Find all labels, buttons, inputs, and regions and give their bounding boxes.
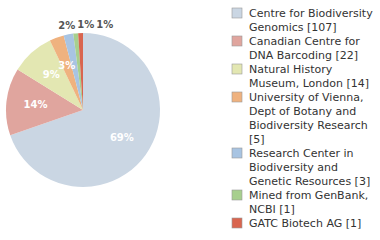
legend-swatch — [232, 218, 242, 228]
pie-slice — [64, 34, 83, 110]
data-label: 9% — [43, 69, 60, 80]
pie — [6, 33, 160, 187]
legend-label: Research Center in Biodiversity and Gene… — [249, 147, 370, 188]
data-label: 14% — [24, 99, 48, 110]
legend-swatch — [232, 8, 242, 18]
legend-label: Centre for Biodiversity Genomics [107] — [249, 7, 376, 34]
legend: Centre for Biodiversity Genomics [107]Ca… — [232, 7, 376, 230]
pie-slice — [78, 33, 83, 110]
chart: 69%14%9%3%2%1%1%Centre for Biodiversity … — [0, 0, 380, 240]
legend-label: Natural History Museum, London [14] — [249, 63, 369, 90]
legend-label: GATC Biotech AG [1] — [249, 217, 361, 230]
pie-slice — [10, 33, 160, 187]
data-label: 1% — [96, 19, 113, 30]
legend-swatch — [232, 190, 242, 200]
legend-swatch — [232, 92, 242, 102]
legend-swatch — [232, 64, 242, 74]
legend-label: Canadian Centre for DNA Barcoding [22] — [249, 35, 363, 62]
data-label: 1% — [77, 19, 94, 30]
legend-swatch — [232, 36, 242, 46]
data-label: 3% — [58, 60, 75, 71]
pie-slice — [73, 33, 83, 110]
data-label: 2% — [58, 20, 75, 31]
data-label: 69% — [110, 132, 134, 143]
legend-label: Mined from GenBank, NCBI [1] — [249, 189, 372, 216]
data-labels: 69%14%9%3%2%1%1% — [24, 19, 134, 144]
legend-swatch — [232, 148, 242, 158]
legend-label: University of Vienna, Dept of Botany and… — [249, 91, 371, 146]
